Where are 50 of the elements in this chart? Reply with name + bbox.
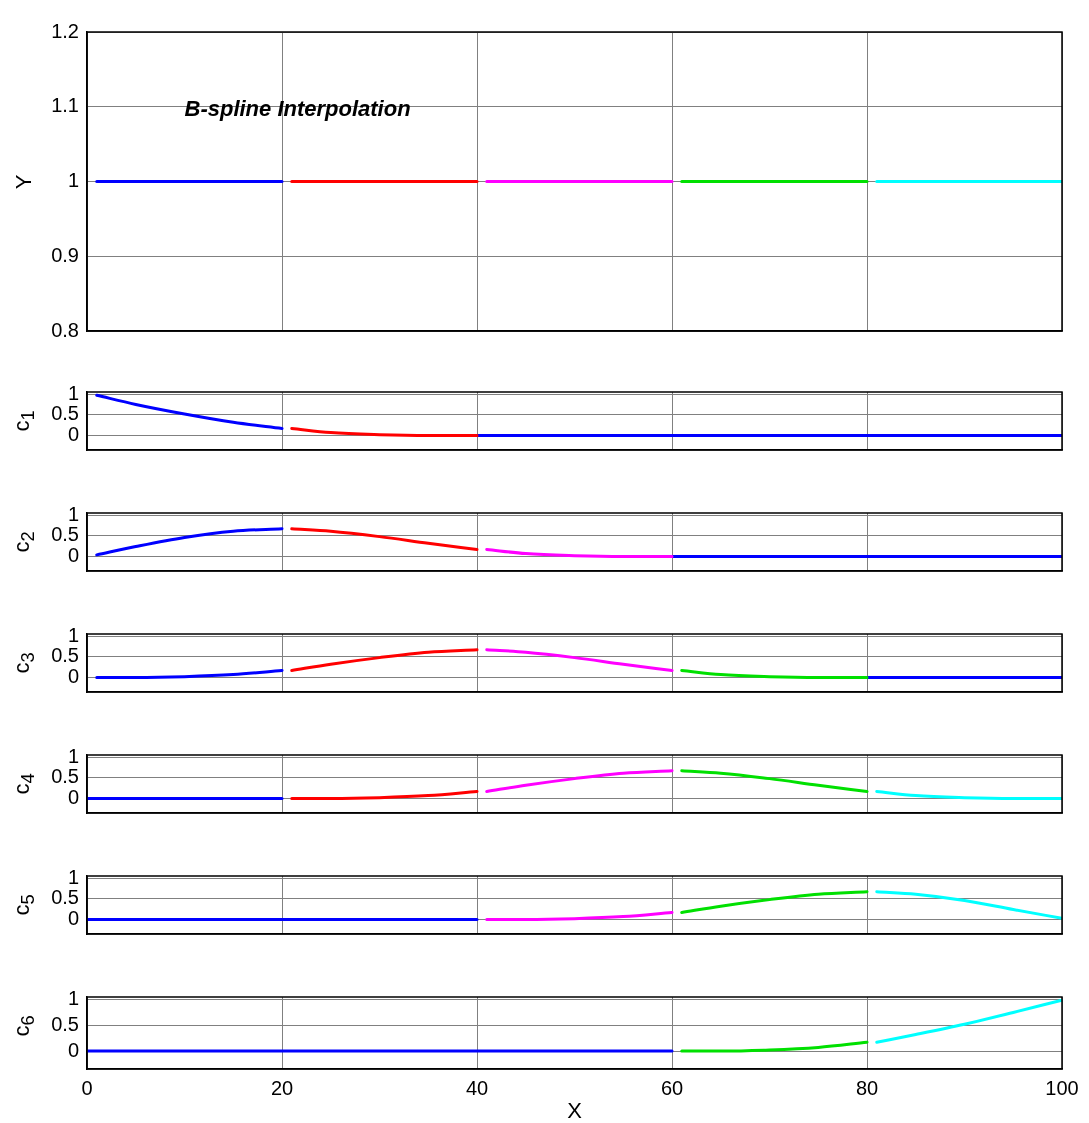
y-tick-label: 1: [67, 744, 79, 767]
line-series: [95, 393, 284, 430]
annotation: B-spline Interpolation: [184, 95, 411, 121]
y-tick-label: 0.5: [51, 765, 79, 788]
line-series: [875, 890, 1062, 920]
line-series: [290, 527, 479, 551]
y-tick-label: 0.8: [51, 318, 79, 341]
y-tick-label: 1: [67, 623, 79, 646]
line-series: [290, 426, 479, 437]
y-tick-label: 0: [67, 423, 79, 446]
y-tick-label: 0: [67, 1038, 79, 1061]
x-tick-label: 20: [270, 1076, 294, 1099]
x-tick-label: 100: [1045, 1076, 1079, 1099]
y-tick-label: 0.5: [51, 523, 79, 546]
y-tick-label: 1.2: [51, 19, 79, 42]
y-tick-label: 0: [67, 544, 79, 567]
line-series: [485, 547, 674, 558]
y-tick-label: 1: [67, 169, 79, 192]
y-tick-label: 0.9: [51, 243, 79, 266]
line-series: [680, 769, 869, 793]
line-series: [95, 668, 284, 679]
y-tick-label: 1: [67, 865, 79, 888]
y-tick-label: 0: [67, 665, 79, 688]
line-series: [290, 648, 479, 672]
x-tick-label: 80: [855, 1076, 879, 1099]
line-series: [95, 527, 284, 557]
line-series: [485, 910, 674, 921]
line-series: [680, 1040, 869, 1053]
y-tick-label: 0: [67, 786, 79, 809]
x-tick-label: 0: [81, 1076, 93, 1099]
x-axis-title: X: [567, 1097, 583, 1123]
y-tick-label: 1.1: [51, 94, 79, 117]
y-tick-label: 0.5: [51, 886, 79, 909]
y-tick-label: 1: [67, 381, 79, 404]
y-tick-label: 0: [67, 907, 79, 930]
line-series: [875, 998, 1062, 1044]
y-tick-label: 0.5: [51, 1012, 79, 1035]
x-tick-label: 40: [465, 1076, 489, 1099]
y-axis-title: Y: [11, 174, 37, 189]
y-tick-label: 0.5: [51, 644, 79, 667]
y-tick-label: 1: [67, 502, 79, 525]
x-tick-label: 60: [660, 1076, 684, 1099]
line-series: [485, 648, 674, 672]
line-series: [485, 769, 674, 793]
line-series: [875, 789, 1062, 800]
y-tick-label: 1: [67, 987, 79, 1010]
line-series: [680, 668, 869, 679]
y-tick-label: 0.5: [51, 402, 79, 425]
line-series: [680, 890, 869, 914]
line-series: [290, 789, 479, 800]
